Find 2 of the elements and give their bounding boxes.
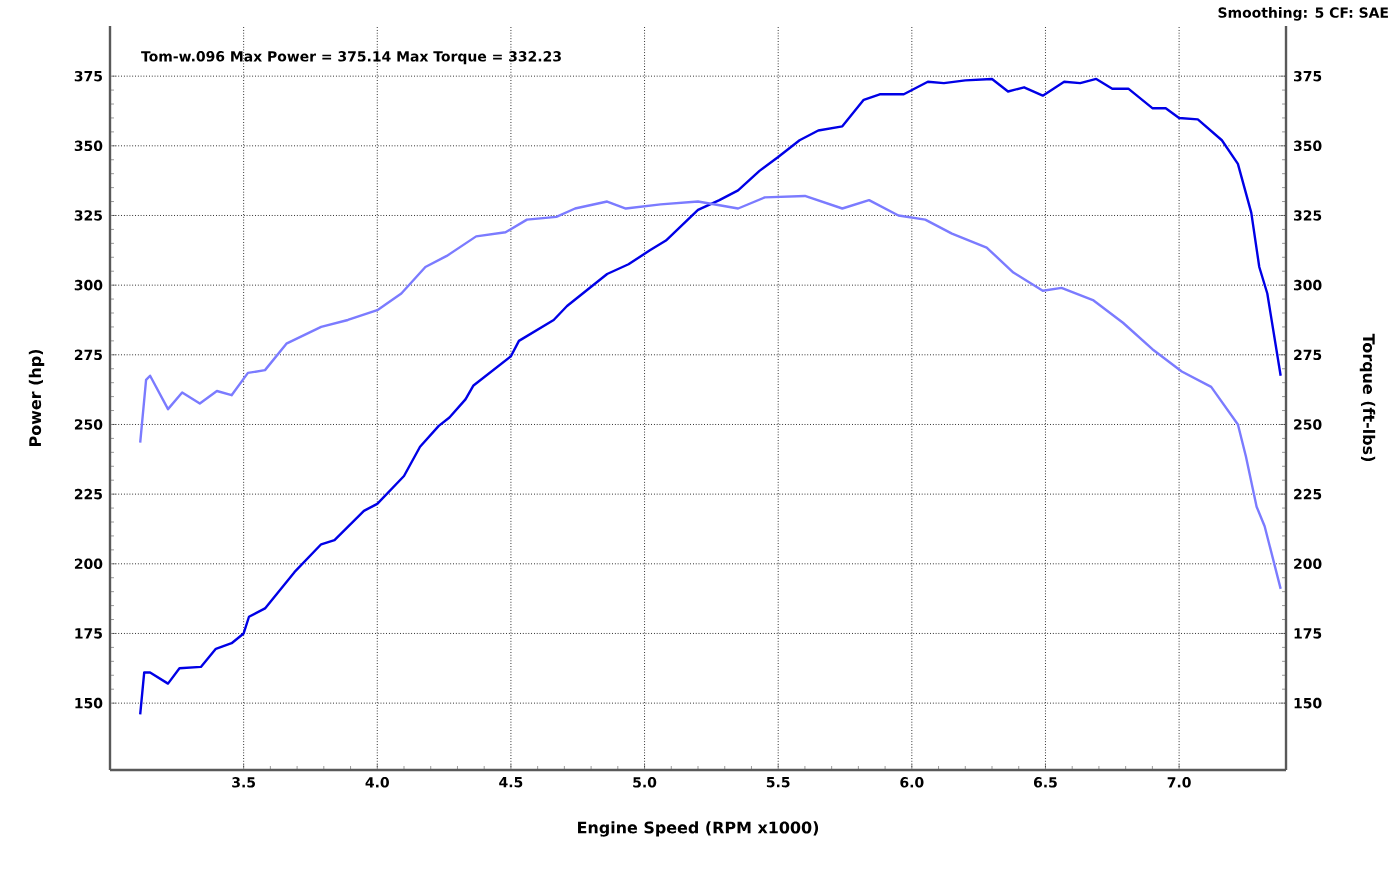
line-series [139, 194, 1282, 591]
line-series [139, 77, 1282, 716]
